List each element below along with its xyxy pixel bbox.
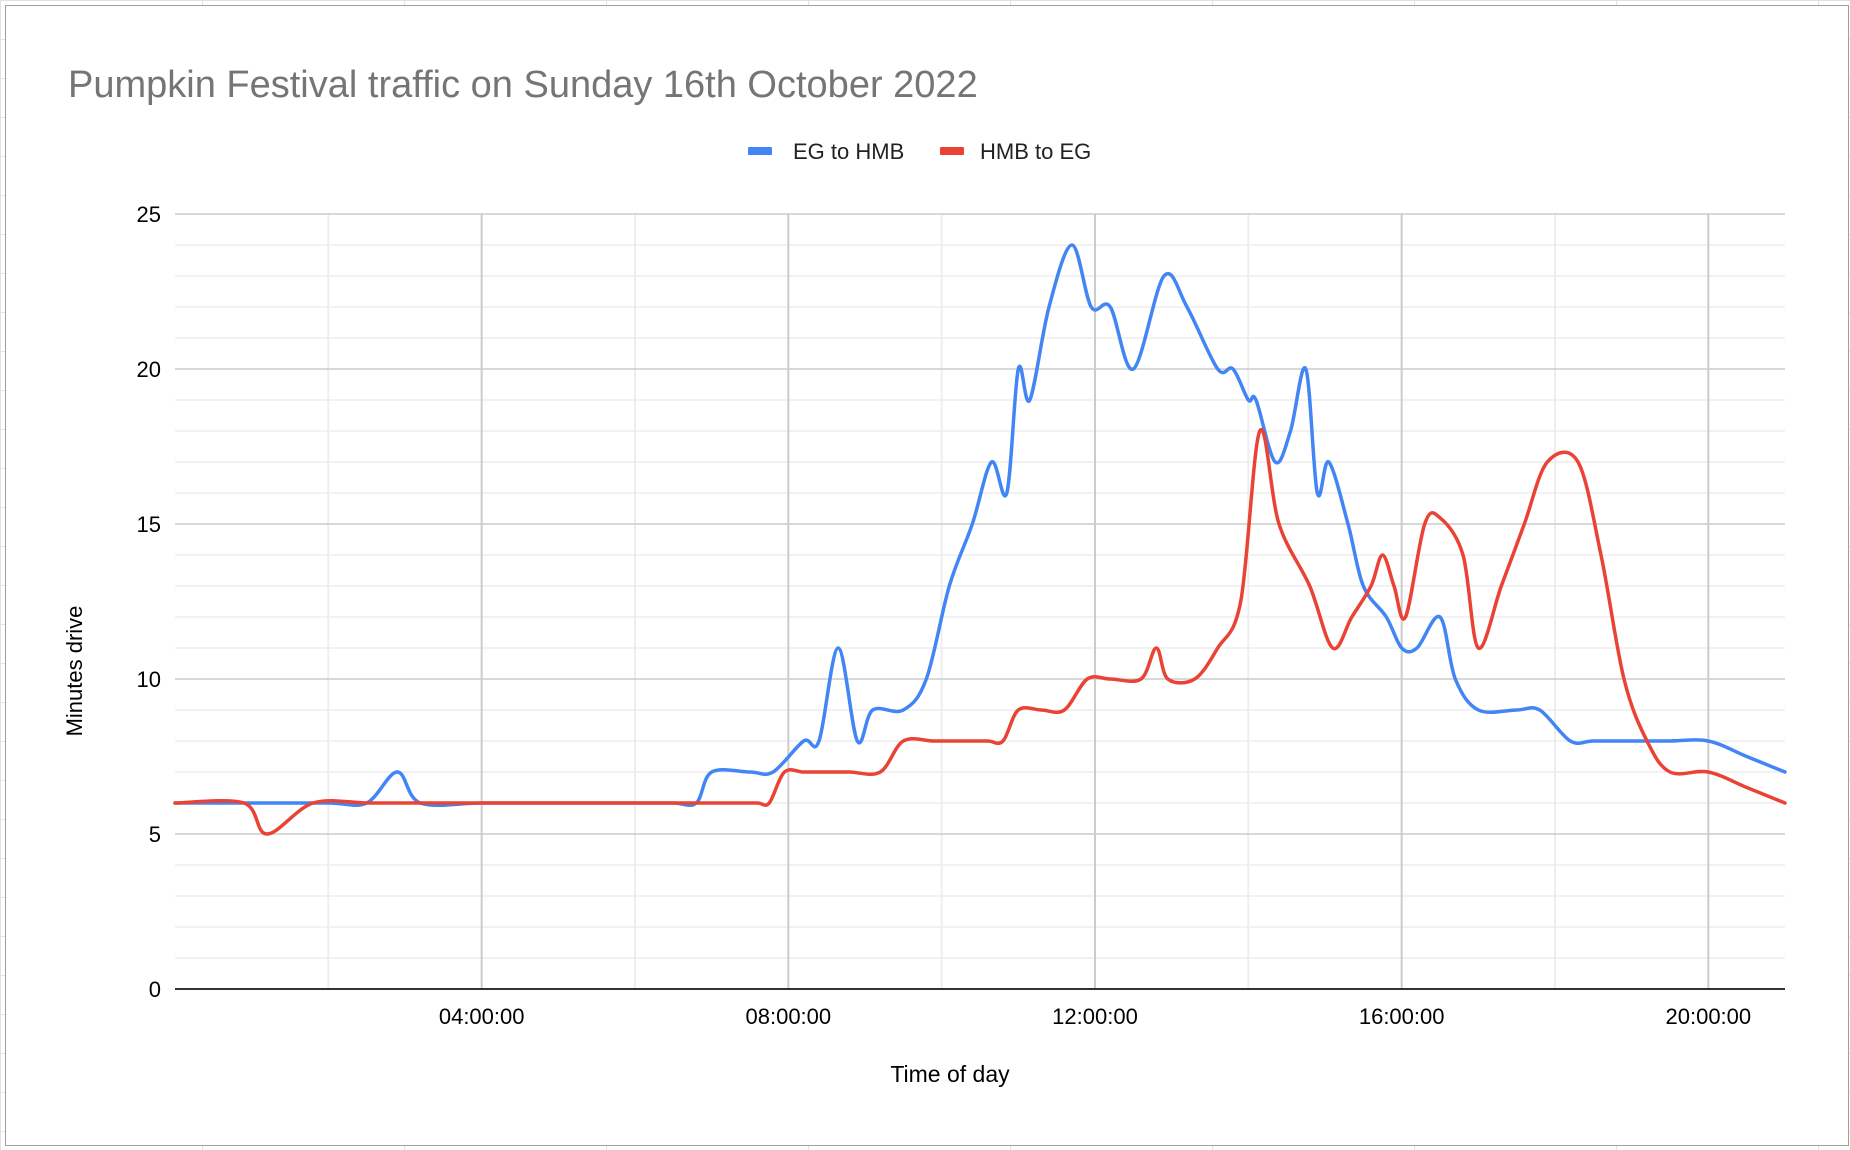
y-axis-label: Minutes drive <box>62 606 87 737</box>
y-tick-label: 5 <box>149 822 161 847</box>
legend: EG to HMB HMB to EG <box>748 139 1091 164</box>
x-axis-label: Time of day <box>890 1061 1010 1087</box>
x-axis-ticks: 04:00:00 08:00:00 12:00:00 16:00:00 20:00:00 <box>439 1004 1751 1029</box>
x-tick-label: 16:00:00 <box>1359 1004 1445 1029</box>
x-tick-label: 20:00:00 <box>1666 1004 1752 1029</box>
legend-swatch <box>940 147 964 155</box>
series-line-eg-to-hmb <box>173 243 1787 808</box>
chart-card[interactable]: Pumpkin Festival traffic on Sunday 16th … <box>5 5 1849 1146</box>
y-tick-label: 20 <box>137 357 161 382</box>
legend-swatch <box>748 147 772 155</box>
legend-label: EG to HMB <box>793 139 904 164</box>
minor-gridlines <box>175 214 1785 989</box>
y-axis-ticks: 0 5 10 15 20 25 <box>137 202 161 1002</box>
legend-label: HMB to EG <box>980 139 1091 164</box>
series-lines <box>173 243 1787 836</box>
chart-title: Pumpkin Festival traffic on Sunday 16th … <box>68 64 978 106</box>
y-tick-label: 15 <box>137 512 161 537</box>
series-line-hmb-to-eg <box>173 427 1787 836</box>
x-tick-label: 08:00:00 <box>746 1004 832 1029</box>
x-tick-label: 12:00:00 <box>1052 1004 1138 1029</box>
y-tick-label: 10 <box>137 667 161 692</box>
y-tick-label: 0 <box>149 977 161 1002</box>
x-tick-label: 04:00:00 <box>439 1004 525 1029</box>
major-gridlines <box>175 213 1785 990</box>
y-tick-label: 25 <box>137 202 161 227</box>
